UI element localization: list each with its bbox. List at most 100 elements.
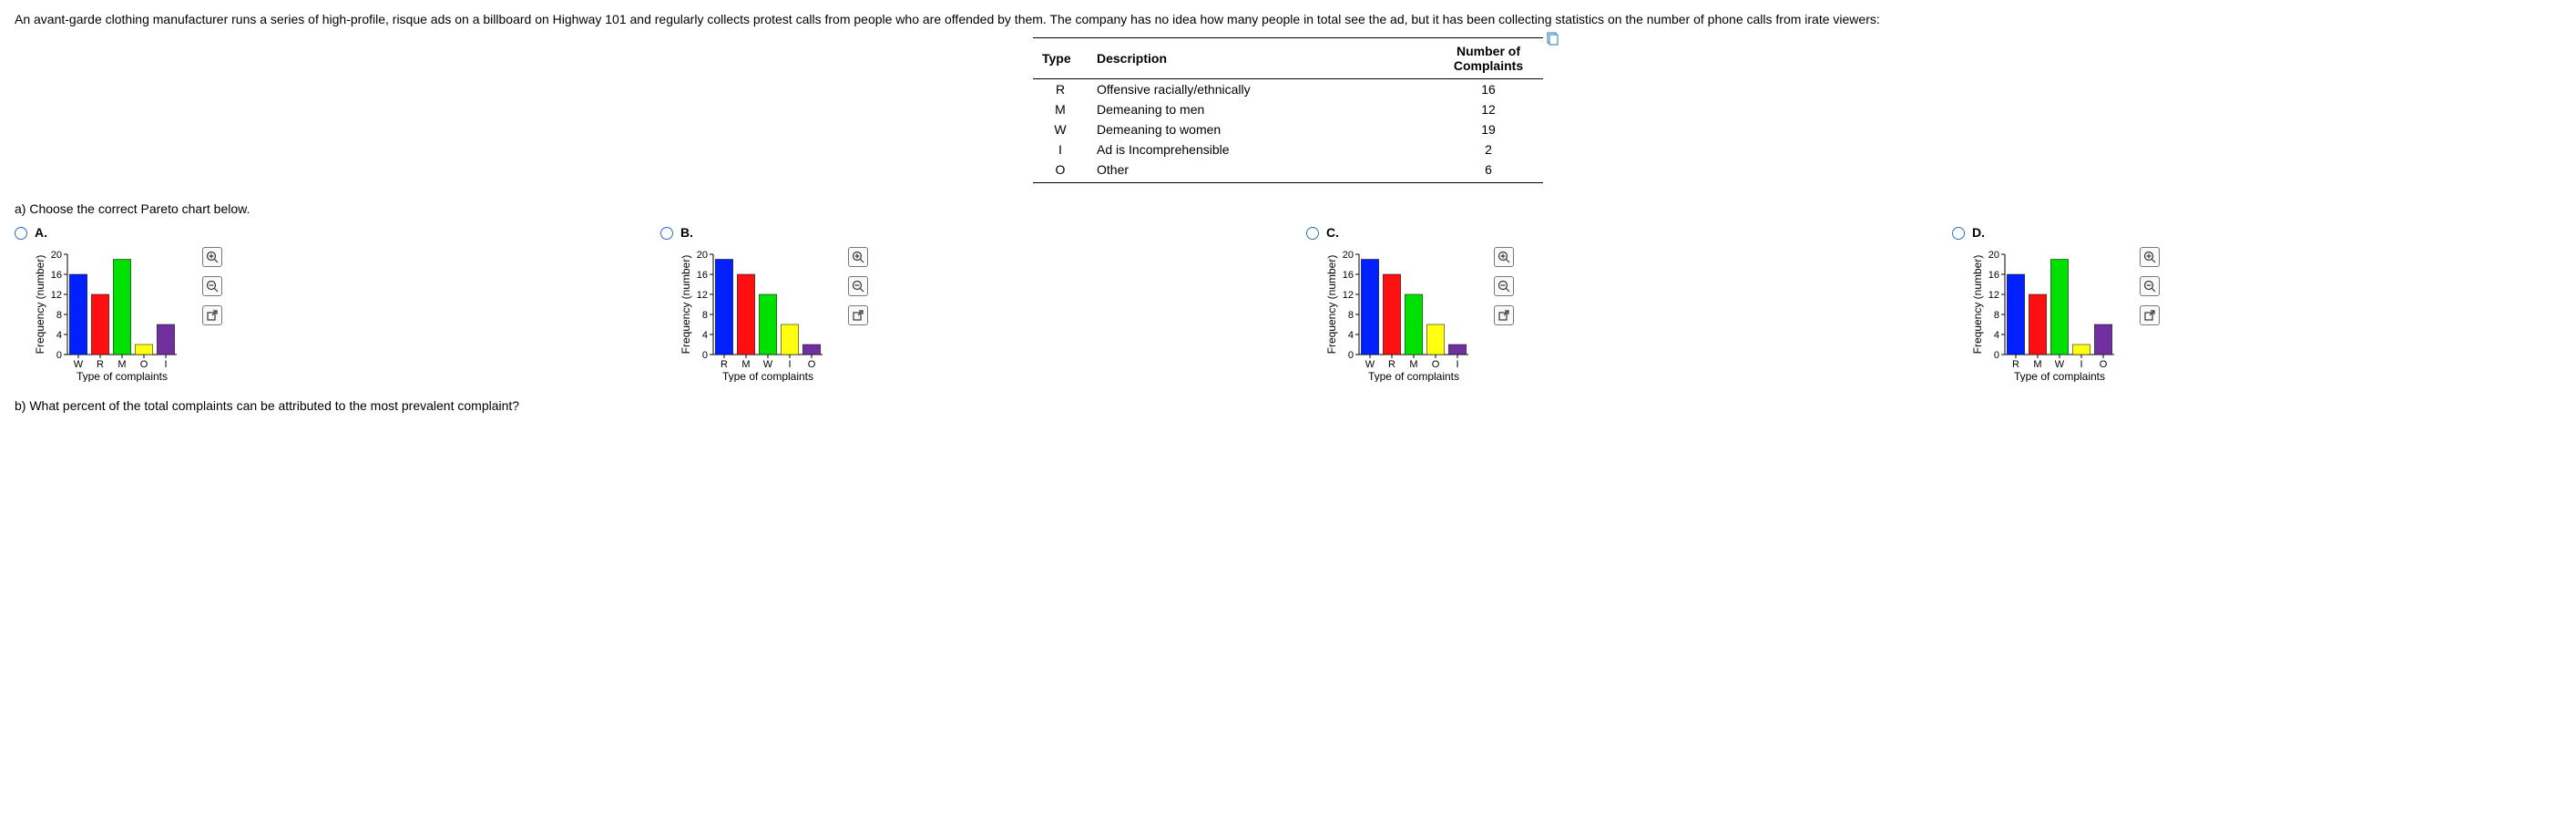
choice-c: C.048121620WRMOIFrequency (number)Type o… — [1306, 225, 1916, 382]
zoom-out-icon[interactable] — [2140, 276, 2160, 296]
cell-num: 16 — [1434, 78, 1543, 99]
bar — [2029, 294, 2046, 355]
bar — [91, 294, 108, 355]
table-row: ROffensive racially/ethnically16 — [1033, 78, 1543, 99]
open-external-icon[interactable] — [1494, 305, 1514, 325]
zoom-in-icon[interactable] — [1494, 247, 1514, 267]
svg-text:R: R — [721, 359, 728, 370]
table-row: IAd is Incomprehensible2 — [1033, 139, 1543, 159]
svg-text:20: 20 — [1343, 250, 1354, 261]
radio-d[interactable] — [1952, 227, 1965, 240]
svg-text:Frequency (number): Frequency (number) — [680, 255, 692, 355]
svg-text:8: 8 — [1348, 310, 1354, 321]
svg-text:Type of complaints: Type of complaints — [722, 370, 813, 382]
svg-text:M: M — [741, 359, 750, 370]
svg-text:I: I — [788, 359, 791, 370]
svg-text:16: 16 — [697, 270, 708, 281]
svg-text:12: 12 — [51, 290, 62, 301]
svg-text:Frequency (number): Frequency (number) — [1972, 255, 1984, 355]
svg-text:I: I — [2080, 359, 2082, 370]
svg-text:16: 16 — [1988, 270, 1999, 281]
choice-label: C. — [1326, 225, 1514, 240]
open-external-icon[interactable] — [2140, 305, 2160, 325]
bar — [135, 345, 152, 355]
svg-text:I: I — [1456, 359, 1458, 370]
bar — [1448, 345, 1466, 355]
intro-text: An avant-garde clothing manufacturer run… — [15, 11, 2561, 28]
zoom-in-icon[interactable] — [848, 247, 868, 267]
cell-desc: Other — [1088, 159, 1434, 183]
zoom-in-icon[interactable] — [202, 247, 222, 267]
open-external-icon[interactable] — [202, 305, 222, 325]
svg-text:M: M — [118, 359, 126, 370]
bar — [157, 324, 174, 355]
zoom-out-icon[interactable] — [848, 276, 868, 296]
zoom-in-icon[interactable] — [2140, 247, 2160, 267]
choice-label: D. — [1972, 225, 2160, 240]
svg-text:W: W — [74, 359, 84, 370]
svg-text:12: 12 — [697, 290, 708, 301]
bar — [1426, 324, 1444, 355]
svg-text:20: 20 — [697, 250, 708, 261]
bar — [1383, 274, 1400, 355]
svg-text:W: W — [763, 359, 773, 370]
svg-text:O: O — [2100, 359, 2108, 370]
svg-text:Frequency (number): Frequency (number) — [1326, 255, 1338, 355]
svg-text:12: 12 — [1988, 290, 1999, 301]
svg-text:8: 8 — [1994, 310, 1999, 321]
bar — [759, 294, 776, 355]
cell-type: I — [1033, 139, 1088, 159]
choices-row: A. 0 4 8 12 16 20 W R M O I Frequency (number) Type o… — [15, 225, 2561, 382]
cell-desc: Offensive racially/ethnically — [1088, 78, 1434, 99]
open-external-icon[interactable] — [848, 305, 868, 325]
cell-type: W — [1033, 119, 1088, 139]
svg-text:4: 4 — [56, 330, 62, 341]
choice-label: B. — [680, 225, 868, 240]
svg-text:8: 8 — [56, 310, 62, 321]
svg-text:20: 20 — [51, 250, 62, 261]
bar — [2007, 274, 2024, 355]
svg-text:4: 4 — [1348, 330, 1354, 341]
svg-text:M: M — [1409, 359, 1417, 370]
cell-num: 2 — [1434, 139, 1543, 159]
svg-text:O: O — [140, 359, 148, 370]
pareto-chart: 048121620WRMOIFrequency (number)Type of … — [35, 245, 189, 382]
question-a: a) Choose the correct Pareto chart below… — [15, 201, 2561, 216]
copy-table-icon[interactable] — [1545, 32, 1559, 49]
zoom-out-icon[interactable] — [202, 276, 222, 296]
svg-text:R: R — [2012, 359, 2019, 370]
svg-text:16: 16 — [51, 270, 62, 281]
th-type: Type — [1033, 37, 1088, 78]
bar — [1361, 259, 1378, 355]
svg-text:M: M — [2033, 359, 2041, 370]
pareto-chart: 048121620RMWIOFrequency (number)Type of … — [680, 245, 835, 382]
cell-num: 12 — [1434, 99, 1543, 119]
svg-text:0: 0 — [702, 350, 708, 361]
bar — [2072, 345, 2090, 355]
svg-text:Frequency (number): Frequency (number) — [35, 255, 46, 355]
svg-text:Type of complaints: Type of complaints — [1368, 370, 1459, 382]
svg-text:0: 0 — [1994, 350, 1999, 361]
data-table: Type Description Number of Complaints RO… — [1033, 37, 1543, 183]
question-b: b) What percent of the total complaints … — [15, 398, 2561, 413]
bar — [2050, 259, 2068, 355]
zoom-out-icon[interactable] — [1494, 276, 1514, 296]
svg-text:O: O — [808, 359, 816, 370]
choice-label: A. — [35, 225, 222, 240]
pareto-chart: 048121620WRMOIFrequency (number)Type of … — [1326, 245, 1481, 382]
svg-text:W: W — [2055, 359, 2065, 370]
table-row: WDemeaning to women19 — [1033, 119, 1543, 139]
svg-text:W: W — [1365, 359, 1375, 370]
th-desc: Description — [1088, 37, 1434, 78]
cell-num: 6 — [1434, 159, 1543, 183]
bar — [737, 274, 754, 355]
cell-desc: Demeaning to women — [1088, 119, 1434, 139]
svg-text:R: R — [1388, 359, 1395, 370]
svg-text:0: 0 — [56, 350, 62, 361]
svg-text:20: 20 — [1988, 250, 1999, 261]
radio-b[interactable] — [660, 227, 673, 240]
radio-a[interactable] — [15, 227, 27, 240]
svg-text:4: 4 — [1994, 330, 1999, 341]
radio-c[interactable] — [1306, 227, 1319, 240]
bar — [113, 259, 130, 355]
